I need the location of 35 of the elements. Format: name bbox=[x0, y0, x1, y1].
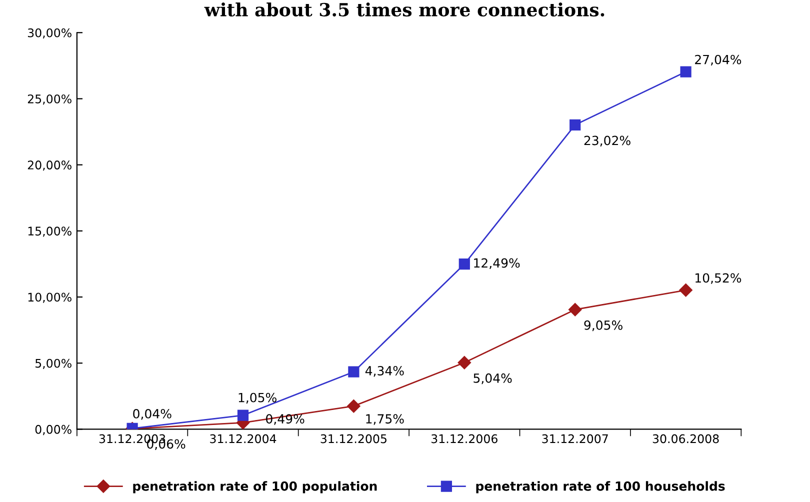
point bbox=[348, 366, 360, 378]
x-tick-label: 31.12.2006 bbox=[432, 434, 498, 444]
y-tick-label: 15,00% bbox=[28, 226, 72, 237]
data-label: 4,34% bbox=[365, 366, 404, 377]
data-label: 1,05% bbox=[238, 392, 276, 404]
y-tick-label: 5,00% bbox=[35, 358, 72, 369]
point bbox=[568, 302, 582, 316]
data-label: 27,04% bbox=[695, 54, 742, 66]
data-label: 5,04% bbox=[474, 373, 512, 384]
x-tick-label: 31.12.2005 bbox=[320, 434, 386, 444]
point bbox=[570, 119, 581, 130]
point bbox=[679, 284, 692, 297]
point bbox=[347, 399, 360, 413]
data-label: 10,52% bbox=[696, 273, 742, 284]
data-label: 23,02% bbox=[584, 136, 630, 146]
x-tick-label: 30.06.2008 bbox=[652, 434, 719, 444]
x-tick-label: 31.12.2007 bbox=[542, 434, 608, 444]
data-label: 0,04% bbox=[133, 408, 172, 420]
legend-label: penetration rate of 100 households bbox=[476, 481, 725, 494]
y-tick-label: 20,00% bbox=[28, 160, 72, 171]
text: with about 3.5 times more connections. bbox=[204, 2, 604, 16]
point bbox=[680, 66, 692, 78]
y-tick-label: 10,00% bbox=[28, 292, 72, 303]
point bbox=[237, 410, 249, 421]
data-label: 1,75% bbox=[366, 414, 404, 425]
point bbox=[458, 356, 471, 370]
y-tick-label: 25,00% bbox=[28, 94, 72, 105]
point bbox=[458, 258, 470, 270]
x-tick-label: 31.12.2004 bbox=[210, 434, 276, 444]
data-label: 9,05% bbox=[584, 320, 622, 332]
data-label: 0,49% bbox=[266, 414, 304, 425]
y-tick-label: 30,00% bbox=[28, 28, 72, 38]
y-tick-label: 0,00% bbox=[35, 424, 72, 436]
data-label: 12,49% bbox=[474, 258, 520, 270]
legend-label: penetration rate of 100 population bbox=[133, 481, 377, 494]
